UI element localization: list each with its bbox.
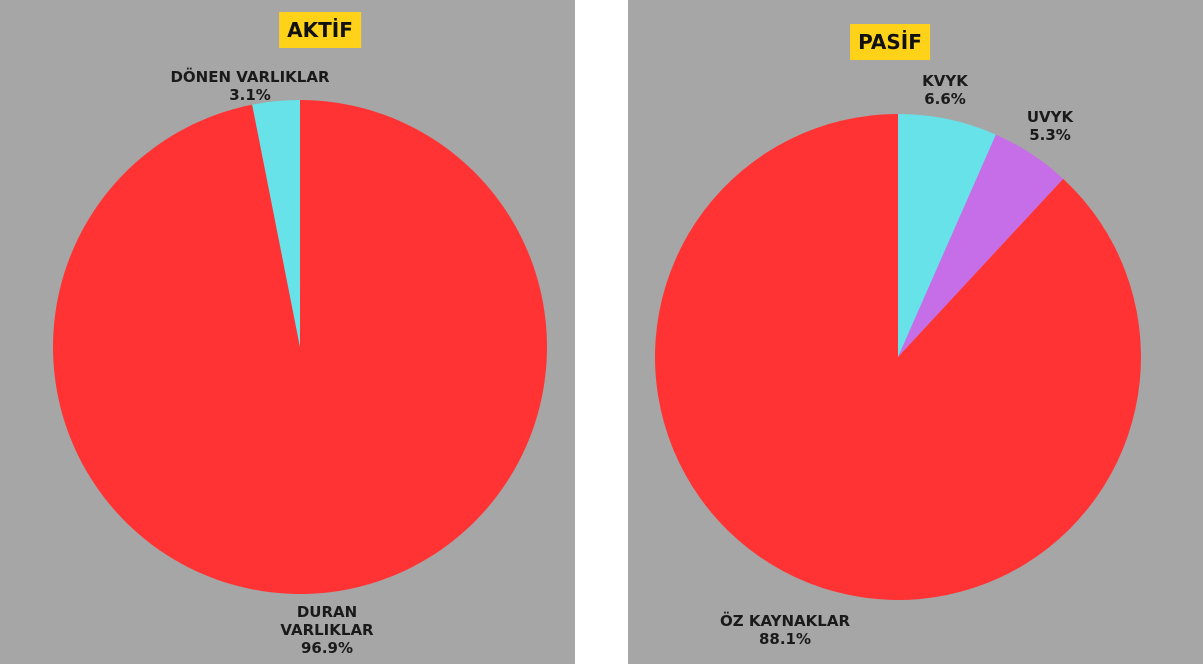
slice-label: ÖZ KAYNAKLAR 88.1%: [685, 612, 885, 648]
value-label: 88.1%: [758, 630, 812, 648]
value-label: 6.6%: [924, 90, 966, 108]
pie-slice: [52, 100, 548, 594]
slice-label: UVYK 5.3%: [1010, 108, 1090, 144]
category-label: UVYK: [1026, 108, 1074, 126]
chart-title: AKTİF: [279, 12, 361, 48]
slice-label: DÖNEN VARLIKLAR 3.1%: [150, 68, 350, 104]
category-label: ÖZ KAYNAKLAR: [719, 612, 850, 630]
pie-slice: [654, 114, 1142, 600]
value-label: 96.9%: [300, 639, 354, 657]
pie-slice: [898, 114, 996, 357]
slice-label: DURAN VARLIKLAR 96.9%: [272, 603, 382, 657]
chart-title: PASİF: [850, 24, 930, 60]
category-label: KVYK: [922, 72, 968, 90]
category-label: DÖNEN VARLIKLAR: [170, 68, 330, 86]
slice-label: KVYK 6.6%: [905, 72, 985, 108]
value-label: 3.1%: [229, 86, 271, 104]
pie-slice: [898, 134, 1064, 357]
category-label: DURAN VARLIKLAR: [280, 603, 374, 639]
value-label: 5.3%: [1029, 126, 1071, 144]
pie-slice: [252, 100, 300, 347]
